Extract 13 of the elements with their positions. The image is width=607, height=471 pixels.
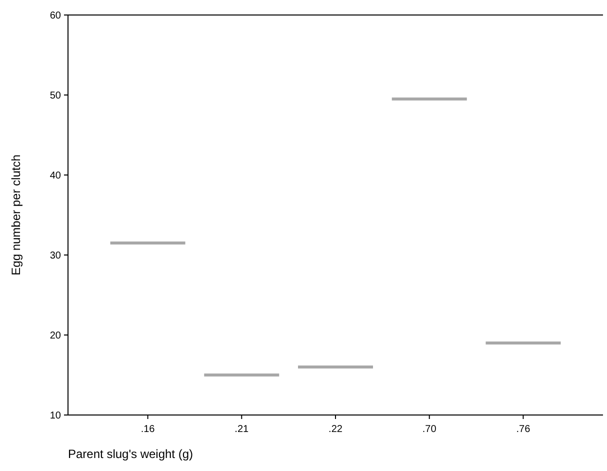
y-tick-label: 50	[50, 90, 62, 102]
x-tick-label: .76	[516, 424, 531, 435]
y-tick-label: 20	[50, 330, 62, 342]
x-tick-label: .21	[234, 424, 250, 435]
x-axis-title: Parent slug's weight (g)	[68, 447, 194, 461]
x-tick-label: .22	[328, 424, 343, 435]
y-tick-label: 40	[50, 170, 62, 182]
x-tick-label: .16	[140, 424, 156, 435]
y-tick-label: 60	[50, 10, 62, 22]
y-tick-label: 30	[50, 250, 62, 262]
y-tick-label: 10	[50, 410, 62, 422]
y-axis-title: Egg number per clutch	[9, 154, 23, 276]
x-tick-label: .70	[422, 424, 437, 435]
